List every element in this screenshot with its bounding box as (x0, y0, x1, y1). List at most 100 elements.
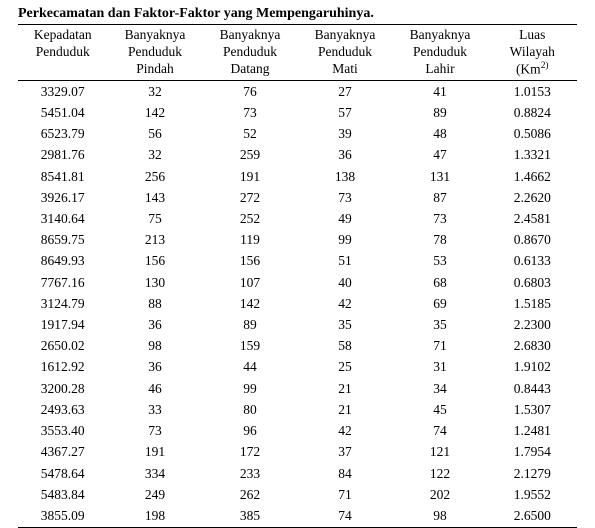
cell: 2.2300 (488, 315, 578, 336)
cell: 156 (107, 251, 202, 272)
hdr-line: Lahir (425, 61, 454, 76)
hdr-line: Luas (519, 27, 545, 42)
cell: 46 (107, 378, 202, 399)
cell: 0.8670 (488, 230, 578, 251)
cell: 73 (107, 421, 202, 442)
cell: 1.3321 (488, 145, 578, 166)
table-row: 3329.07327627411.0153 (18, 81, 577, 103)
cell: 2650.02 (18, 336, 107, 357)
cell: 25 (297, 357, 392, 378)
cell: 1.2481 (488, 421, 578, 442)
hdr-line: Banyaknya (220, 27, 281, 42)
cell: 75 (107, 208, 202, 229)
header-row: Kepadatan Penduduk Banyaknya Penduduk Pi… (18, 25, 577, 81)
cell: 122 (392, 463, 487, 484)
table-row: 3926.1714327273872.2620 (18, 187, 577, 208)
table-body: 3329.07327627411.01535451.041427357890.8… (18, 81, 577, 528)
cell: 7767.16 (18, 272, 107, 293)
cell: 0.6803 (488, 272, 578, 293)
cell: 0.6133 (488, 251, 578, 272)
hdr-line: Penduduk (318, 44, 372, 59)
cell: 99 (202, 378, 297, 399)
hdr-line: Penduduk (413, 44, 467, 59)
col-header-datang: Banyaknya Penduduk Datang (202, 25, 297, 81)
cell: 3926.17 (18, 187, 107, 208)
cell: 42 (297, 421, 392, 442)
cell: 45 (392, 399, 487, 420)
cell: 5478.64 (18, 463, 107, 484)
cell: 249 (107, 484, 202, 505)
table-row: 2493.63338021451.5307 (18, 399, 577, 420)
cell: 78 (392, 230, 487, 251)
table-row: 3200.28469921340.8443 (18, 378, 577, 399)
table-row: 4367.27191172371211.7954 (18, 442, 577, 463)
cell: 3124.79 (18, 293, 107, 314)
col-header-pindah: Banyaknya Penduduk Pindah (107, 25, 202, 81)
table-row: 6523.79565239480.5086 (18, 124, 577, 145)
cell: 44 (202, 357, 297, 378)
cell: 142 (107, 102, 202, 123)
cell: 96 (202, 421, 297, 442)
hdr-line: Kepadatan (34, 27, 92, 42)
col-header-lahir: Banyaknya Penduduk Lahir (392, 25, 487, 81)
cell: 121 (392, 442, 487, 463)
table-row: 8541.812561911381311.4662 (18, 166, 577, 187)
cell: 334 (107, 463, 202, 484)
cell: 0.8824 (488, 102, 578, 123)
hdr-line: Mati (332, 61, 358, 76)
table-row: 3553.40739642741.2481 (18, 421, 577, 442)
cell: 191 (202, 166, 297, 187)
cell: 2.4581 (488, 208, 578, 229)
cell: 89 (202, 315, 297, 336)
cell: 2.6830 (488, 336, 578, 357)
cell: 1.9552 (488, 484, 578, 505)
cell: 32 (107, 81, 202, 103)
cell: 42 (297, 293, 392, 314)
cell: 21 (297, 378, 392, 399)
cell: 1.5185 (488, 293, 578, 314)
cell: 3329.07 (18, 81, 107, 103)
cell: 3200.28 (18, 378, 107, 399)
table-header: Kepadatan Penduduk Banyaknya Penduduk Pi… (18, 25, 577, 81)
cell: 58 (297, 336, 392, 357)
hdr-line: Banyaknya (125, 27, 186, 42)
cell: 36 (107, 315, 202, 336)
cell: 49 (297, 208, 392, 229)
cell: 202 (392, 484, 487, 505)
col-header-kepadatan: Kepadatan Penduduk (18, 25, 107, 81)
cell: 6523.79 (18, 124, 107, 145)
cell: 1.7954 (488, 442, 578, 463)
cell: 27 (297, 81, 392, 103)
cell: 2.2620 (488, 187, 578, 208)
cell: 73 (297, 187, 392, 208)
cell: 0.8443 (488, 378, 578, 399)
cell: 74 (392, 421, 487, 442)
hdr-line: Pindah (136, 61, 174, 76)
cell: 8649.93 (18, 251, 107, 272)
cell: 71 (392, 336, 487, 357)
cell: 84 (297, 463, 392, 484)
cell: 98 (107, 336, 202, 357)
cell: 51 (297, 251, 392, 272)
hdr-line: Banyaknya (410, 27, 471, 42)
table-row: 2650.029815958712.6830 (18, 336, 577, 357)
table-row: 5483.84249262712021.9552 (18, 484, 577, 505)
table-row: 5478.64334233841222.1279 (18, 463, 577, 484)
cell: 5451.04 (18, 102, 107, 123)
col-header-mati: Banyaknya Penduduk Mati (297, 25, 392, 81)
table-row: 1612.92364425311.9102 (18, 357, 577, 378)
cell: 73 (392, 208, 487, 229)
cell: 156 (202, 251, 297, 272)
table-row: 3124.798814242691.5185 (18, 293, 577, 314)
hdr-line-prefix: (Km (516, 61, 541, 76)
population-data-table: Kepadatan Penduduk Banyaknya Penduduk Pi… (18, 24, 577, 528)
cell: 87 (392, 187, 487, 208)
hdr-line: Banyaknya (315, 27, 376, 42)
hdr-line: Penduduk (128, 44, 182, 59)
cell: 2.1279 (488, 463, 578, 484)
hdr-line: Datang (230, 61, 269, 76)
col-header-luas: Luas Wilayah (Km2) (488, 25, 578, 81)
cell: 3553.40 (18, 421, 107, 442)
cell: 37 (297, 442, 392, 463)
cell: 73 (202, 102, 297, 123)
